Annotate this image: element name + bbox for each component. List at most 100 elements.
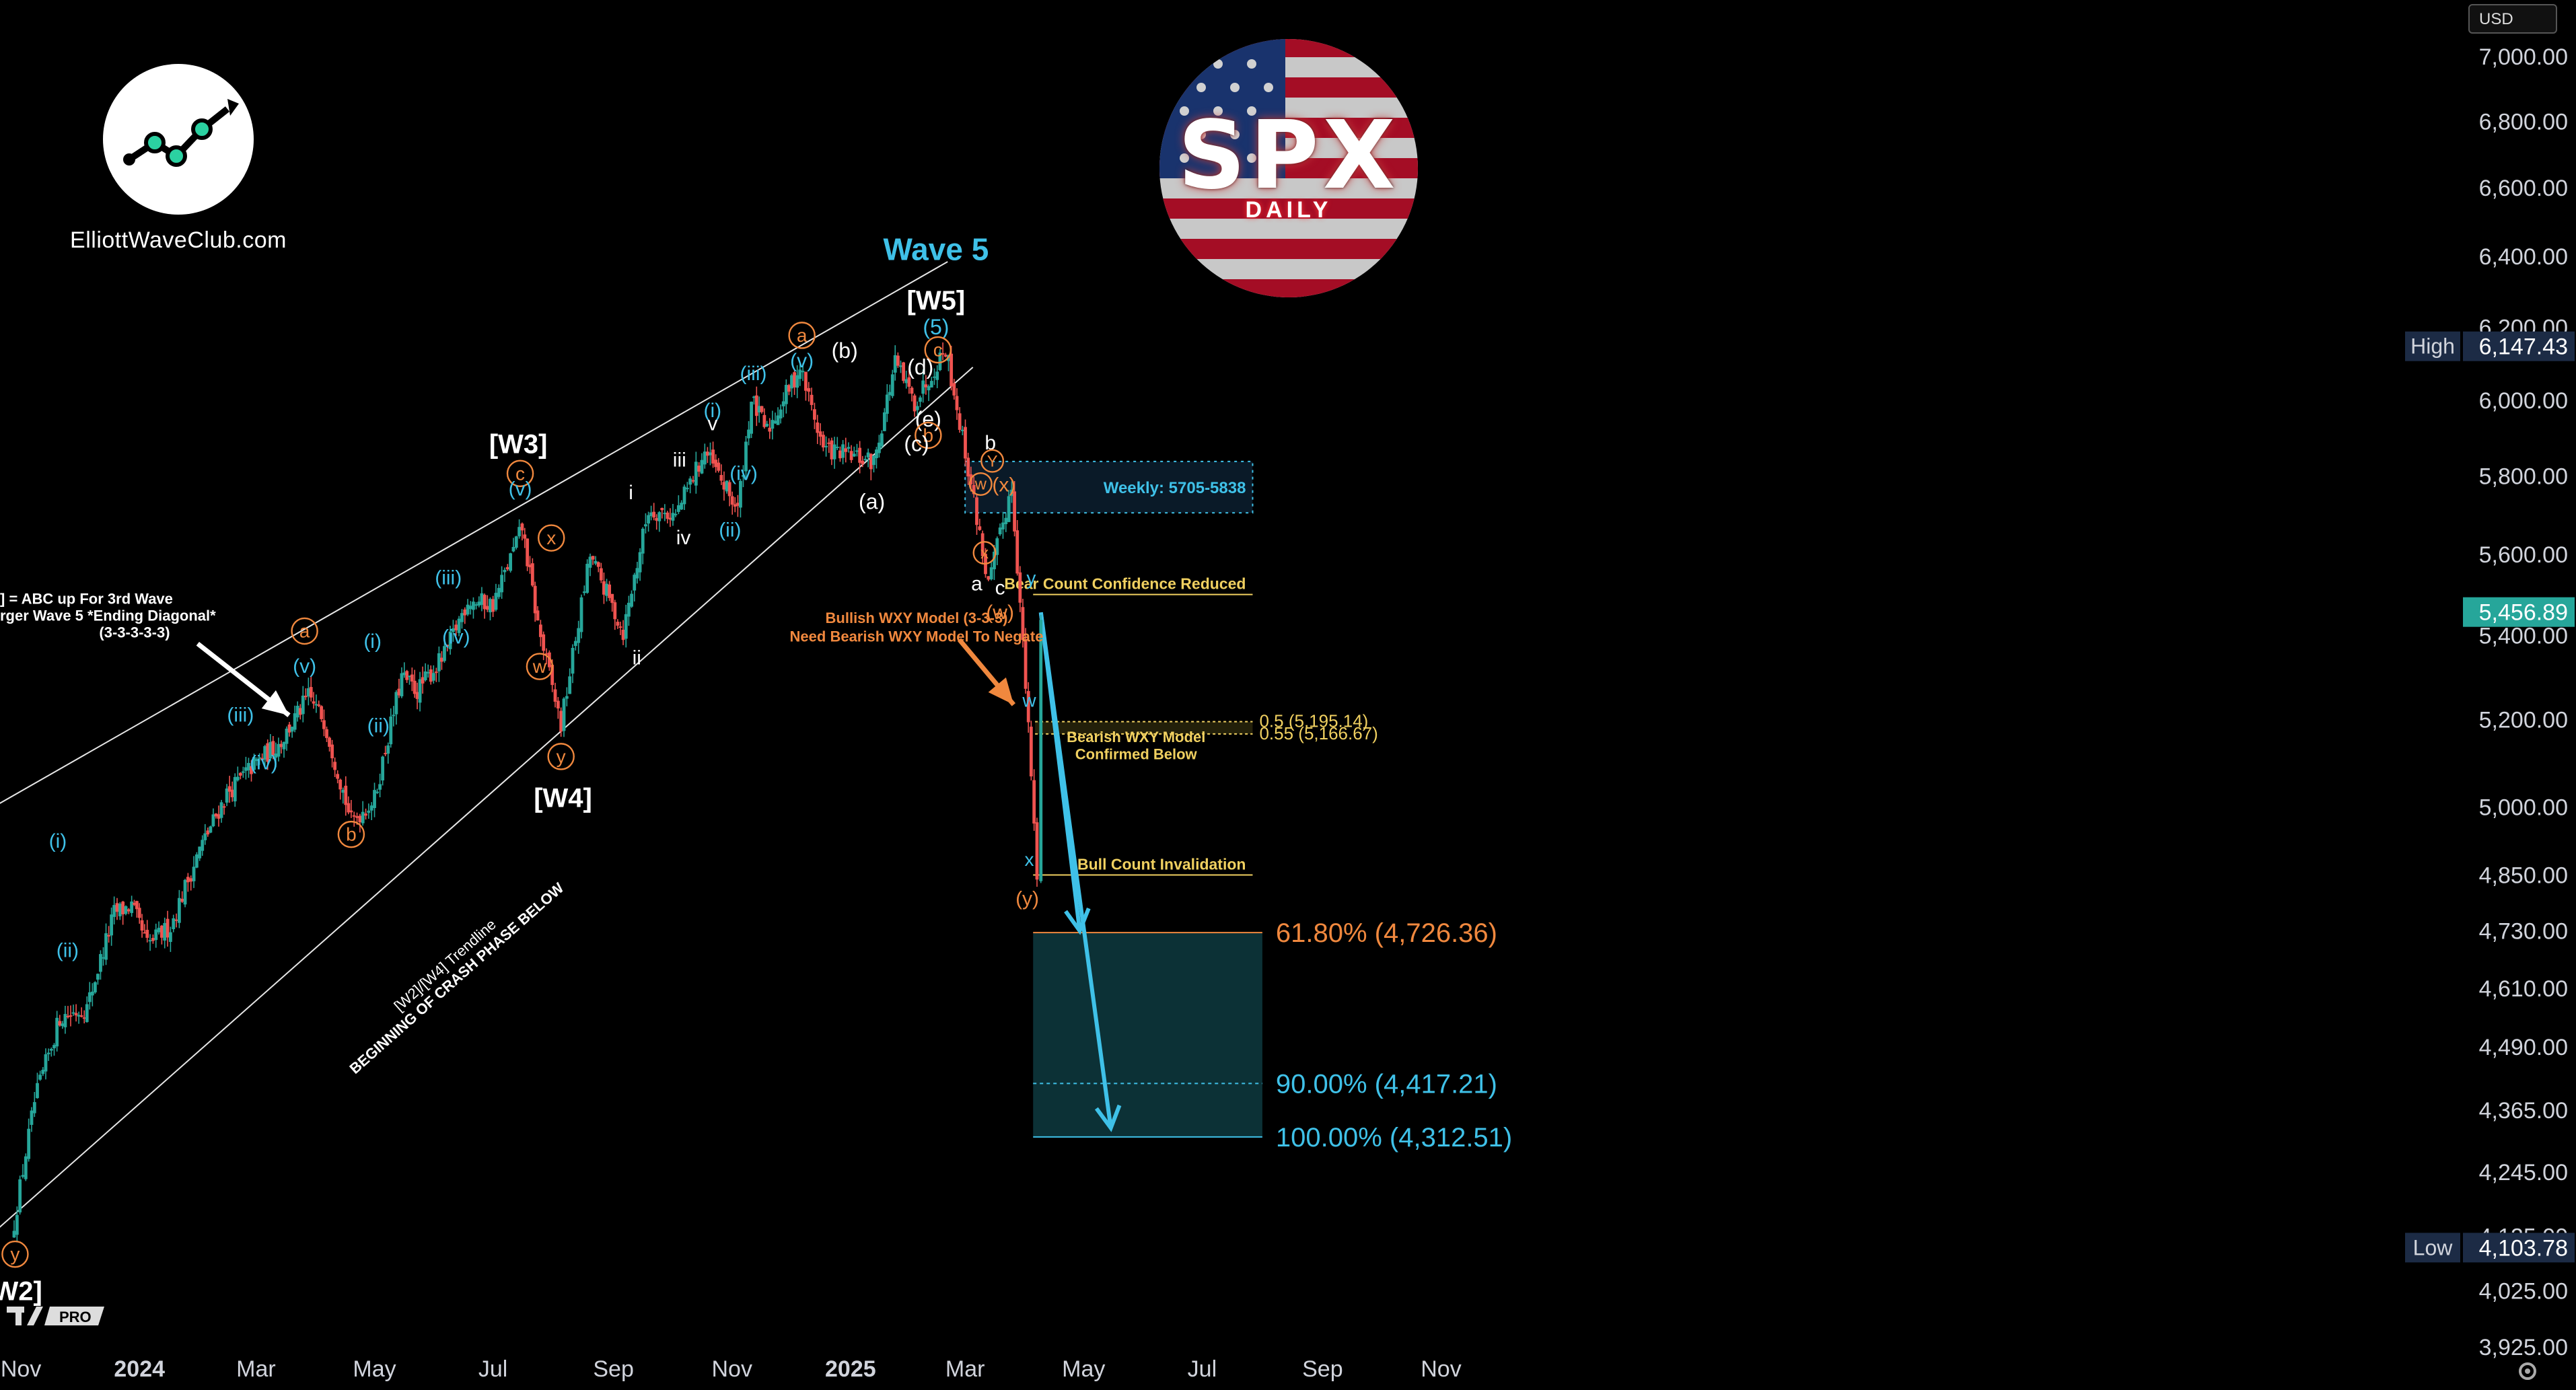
candle-body bbox=[491, 599, 495, 612]
candle-body bbox=[542, 634, 546, 651]
wave-label: (e) bbox=[915, 407, 941, 431]
x-tick-label: Jul bbox=[1188, 1356, 1217, 1382]
x-tick-label: Jul bbox=[478, 1356, 507, 1382]
level-label: Bull Count Invalidation bbox=[1077, 856, 1246, 873]
x-tick-label: Sep bbox=[593, 1356, 634, 1382]
candle-body bbox=[913, 395, 917, 412]
candle-body bbox=[958, 413, 962, 430]
wave-label: v bbox=[707, 413, 717, 435]
candle-body bbox=[386, 745, 390, 754]
candle-body bbox=[924, 384, 928, 388]
candle-body bbox=[287, 724, 291, 733]
candle-body bbox=[295, 706, 299, 718]
wave-label-circle bbox=[972, 541, 997, 565]
candle-body bbox=[148, 940, 152, 942]
candle-body bbox=[118, 904, 122, 916]
x-tick-label: Mar bbox=[236, 1356, 276, 1382]
candle-body bbox=[621, 630, 625, 641]
y-tick-label: 7,000.00 bbox=[2479, 44, 2568, 70]
candle-body bbox=[890, 374, 894, 396]
candle-body bbox=[893, 355, 897, 373]
left-note-line: rger Wave 5 *Ending Diagonal* bbox=[0, 608, 216, 624]
candle-body bbox=[157, 927, 161, 932]
candle-body bbox=[121, 902, 125, 914]
candle-body bbox=[24, 1156, 28, 1179]
settings-icon[interactable] bbox=[2515, 1359, 2540, 1383]
candle-body bbox=[38, 1074, 42, 1080]
candle-body bbox=[915, 406, 919, 410]
candle-body bbox=[201, 840, 205, 851]
brand-logo[interactable]: ElliottWaveClub.com bbox=[67, 62, 289, 254]
candle-body bbox=[773, 420, 777, 424]
candle-body bbox=[389, 716, 393, 745]
low-value-bg bbox=[2463, 1233, 2575, 1263]
candle-body bbox=[198, 846, 202, 858]
candle-body bbox=[79, 1015, 83, 1017]
candle-body bbox=[130, 901, 134, 914]
candle-body bbox=[63, 1014, 67, 1027]
wave-label: (i) bbox=[704, 400, 722, 422]
wave-label: Confirmed Below bbox=[1075, 746, 1198, 763]
wave-label: (v) bbox=[509, 478, 532, 500]
candle-body bbox=[285, 729, 289, 744]
candle-body bbox=[680, 503, 684, 510]
candle-body bbox=[795, 375, 799, 388]
wave-label: (ii) bbox=[367, 715, 390, 737]
wave-label: x bbox=[546, 527, 556, 548]
candle-body bbox=[474, 604, 478, 606]
candle-body bbox=[211, 814, 215, 827]
candle-body bbox=[349, 810, 353, 813]
x-tick-label: Nov bbox=[1, 1356, 41, 1382]
wave-label: Y bbox=[987, 452, 998, 470]
candle-body bbox=[189, 878, 193, 882]
candle-body bbox=[585, 564, 589, 593]
candle-body bbox=[663, 513, 667, 515]
currency-selector[interactable]: USD bbox=[2468, 4, 2557, 34]
candle-body bbox=[322, 720, 326, 729]
candle-body bbox=[878, 442, 881, 453]
candle-body bbox=[124, 906, 128, 914]
candle-body bbox=[82, 1017, 86, 1019]
candle-body bbox=[174, 919, 178, 921]
candle-body bbox=[151, 938, 155, 941]
candle-body bbox=[822, 435, 825, 448]
wave-label: (iii) bbox=[740, 363, 767, 385]
candle-body bbox=[995, 538, 999, 555]
candle-body bbox=[306, 688, 310, 696]
candle-body bbox=[536, 610, 540, 621]
candle-body bbox=[520, 523, 524, 531]
candle-body bbox=[282, 741, 286, 749]
wave-label: y bbox=[557, 746, 566, 767]
candle-body bbox=[328, 737, 331, 747]
candle-body bbox=[172, 918, 176, 930]
candle-body bbox=[460, 613, 464, 622]
candle-body bbox=[263, 746, 267, 760]
candle-body bbox=[145, 930, 149, 938]
candle-body bbox=[960, 429, 964, 431]
elliottwaveclub-logo-icon bbox=[103, 64, 254, 215]
candle-body bbox=[1015, 530, 1019, 574]
candle-body bbox=[66, 1015, 70, 1017]
candle-body bbox=[579, 597, 583, 632]
candle-body bbox=[314, 704, 318, 706]
y-tick-label: 4,365.00 bbox=[2479, 1098, 2568, 1124]
candle-body bbox=[298, 708, 302, 715]
candle-body bbox=[135, 901, 139, 910]
candle-body bbox=[807, 388, 811, 392]
wave-label: (ii) bbox=[57, 939, 79, 961]
candle-body bbox=[972, 484, 976, 495]
wave-label: c bbox=[995, 577, 1005, 599]
candle-body bbox=[186, 877, 190, 883]
x-tick-label: Mar bbox=[945, 1356, 985, 1382]
y-tick-label: 4,245.00 bbox=[2479, 1160, 2568, 1185]
candle-body bbox=[858, 447, 862, 463]
candle-body bbox=[503, 569, 507, 573]
candle-body bbox=[888, 392, 892, 396]
candle-body bbox=[921, 380, 925, 394]
candle-body bbox=[402, 672, 406, 675]
y-tick-label: 4,610.00 bbox=[2479, 976, 2568, 1002]
y-tick-label: 6,400.00 bbox=[2479, 244, 2568, 270]
candle-body bbox=[301, 695, 305, 715]
y-tick-label: 4,025.00 bbox=[2479, 1279, 2568, 1305]
candle-body bbox=[127, 909, 131, 912]
